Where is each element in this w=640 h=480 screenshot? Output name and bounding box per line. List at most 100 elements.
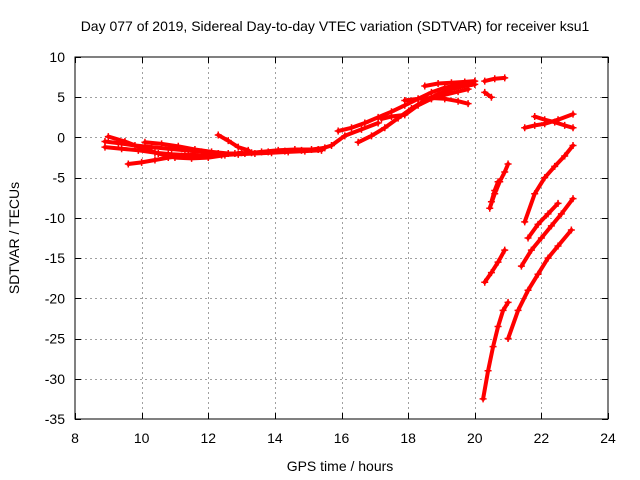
data-point bbox=[561, 152, 569, 160]
series-track-t bbox=[521, 141, 577, 226]
series-track-q bbox=[487, 178, 502, 206]
y-tick-label: -25 bbox=[45, 331, 65, 347]
data-point bbox=[138, 158, 146, 166]
data-point bbox=[274, 146, 282, 154]
x-tick-label: 18 bbox=[400, 430, 416, 446]
data-point bbox=[291, 146, 299, 154]
data-point bbox=[434, 80, 442, 88]
data-point bbox=[531, 113, 539, 121]
data-point bbox=[501, 74, 509, 82]
data-point bbox=[491, 75, 499, 83]
y-axis-label: SDTVAR / TECUs bbox=[6, 182, 22, 294]
series-track-o bbox=[481, 246, 509, 286]
data-point bbox=[569, 141, 577, 149]
y-tick-label: -15 bbox=[45, 250, 65, 266]
data-point bbox=[484, 367, 492, 375]
data-point bbox=[557, 210, 565, 218]
data-point bbox=[551, 118, 559, 126]
data-point bbox=[544, 210, 552, 218]
data-point bbox=[531, 121, 539, 129]
data-point bbox=[499, 306, 507, 314]
data-point bbox=[464, 100, 472, 108]
series-line bbox=[482, 248, 507, 285]
data-point bbox=[118, 145, 126, 153]
data-point bbox=[204, 154, 212, 162]
data-point bbox=[141, 138, 149, 146]
series-line bbox=[519, 196, 575, 269]
data-point bbox=[569, 124, 577, 132]
data-point bbox=[524, 286, 532, 294]
x-tick-label: 12 bbox=[200, 430, 216, 446]
y-tick-label: -30 bbox=[45, 371, 65, 387]
data-point bbox=[534, 220, 542, 228]
data-point bbox=[504, 298, 512, 306]
x-tick-label: 10 bbox=[134, 430, 150, 446]
x-tick-label: 22 bbox=[534, 430, 550, 446]
series-track-j bbox=[401, 94, 472, 108]
y-tick-label: -35 bbox=[45, 411, 65, 427]
grid bbox=[75, 57, 608, 419]
series-line bbox=[482, 90, 494, 100]
data-point bbox=[491, 187, 499, 195]
series-track-s bbox=[517, 195, 577, 270]
x-tick-label: 20 bbox=[467, 430, 483, 446]
data-point bbox=[154, 150, 162, 158]
data-point bbox=[567, 226, 575, 234]
data-point bbox=[178, 152, 186, 160]
y-tick-label: 0 bbox=[57, 129, 65, 145]
data-point bbox=[447, 79, 455, 87]
data-point bbox=[377, 115, 385, 123]
data-point bbox=[158, 140, 166, 148]
data-point bbox=[524, 234, 532, 242]
data-point bbox=[401, 96, 409, 104]
series-track-n bbox=[479, 298, 512, 403]
series-track-m bbox=[481, 88, 495, 101]
data-point bbox=[561, 121, 569, 129]
data-point bbox=[494, 322, 502, 330]
data-point bbox=[381, 124, 389, 132]
data-point bbox=[534, 270, 542, 278]
series-line bbox=[216, 133, 251, 153]
data-point bbox=[427, 94, 435, 102]
data-point bbox=[334, 127, 342, 135]
data-point bbox=[494, 258, 502, 266]
data-point bbox=[347, 124, 355, 132]
data-point bbox=[367, 132, 375, 140]
data-point bbox=[501, 168, 509, 176]
data-point bbox=[471, 77, 479, 85]
data-point bbox=[494, 178, 502, 186]
data-point bbox=[101, 143, 109, 151]
series-line bbox=[526, 201, 560, 240]
series-track-l bbox=[481, 74, 509, 85]
series-track-r bbox=[504, 226, 575, 343]
series-track-u bbox=[524, 199, 562, 242]
data-point bbox=[401, 111, 409, 119]
data-point bbox=[191, 146, 199, 154]
data-point bbox=[487, 93, 495, 101]
chart-title: Day 077 of 2019, Sidereal Day-to-day VTE… bbox=[81, 18, 590, 34]
data-point bbox=[489, 343, 497, 351]
data-point bbox=[481, 88, 489, 96]
y-tick-label: 10 bbox=[49, 49, 65, 65]
data-point bbox=[527, 246, 535, 254]
data-point bbox=[421, 82, 429, 90]
data-point bbox=[461, 78, 469, 86]
data-point bbox=[234, 143, 242, 151]
x-tick-labels: 8 10 12 14 16 18 20 22 24 bbox=[71, 430, 616, 446]
x-tick-label: 8 bbox=[71, 430, 79, 446]
data-point bbox=[224, 150, 232, 158]
data-point bbox=[321, 144, 329, 152]
series-track-e bbox=[141, 138, 329, 158]
y-tick-label: -5 bbox=[53, 170, 66, 186]
y-tick-labels: 10 5 0 -5 -10 -15 -20 -25 -30 -35 bbox=[45, 49, 65, 427]
data-point bbox=[487, 198, 495, 206]
data-point bbox=[341, 132, 349, 140]
data-point bbox=[504, 160, 512, 168]
data-point bbox=[121, 137, 129, 145]
plot-frame bbox=[74, 56, 609, 420]
data-point bbox=[521, 218, 529, 226]
data-point bbox=[531, 190, 539, 198]
data-point bbox=[244, 146, 252, 154]
y-tick-label: -20 bbox=[45, 290, 65, 306]
data-point bbox=[537, 234, 545, 242]
